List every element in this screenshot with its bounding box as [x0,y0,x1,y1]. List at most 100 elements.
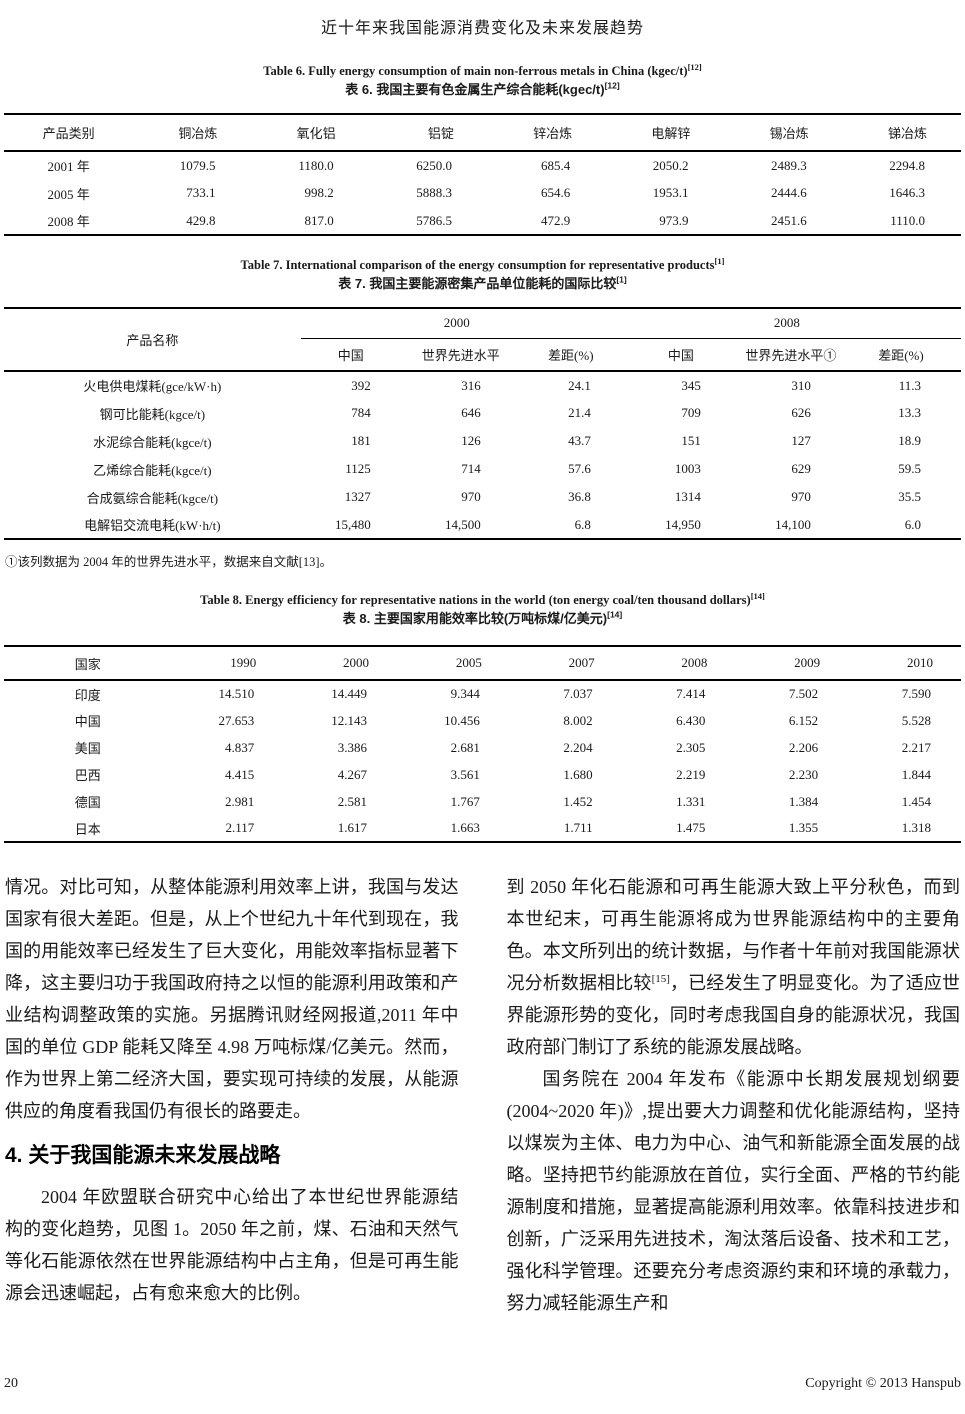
table-cell: 21.4 [568,405,591,420]
table-cell: 2.981 [225,793,255,809]
table-cell: 35.5 [898,489,921,504]
table-cell: 345 [681,377,701,393]
table-cell: 127 [791,433,811,448]
citation-superscript: [1] [616,274,627,285]
table-cell: 4.267 [337,766,368,782]
table-cell: 654.6 [540,185,571,200]
table-cell: 2.581 [337,793,368,809]
table-row: 印度 14.510 14.449 9.344 7.037 7.414 7.502 7.590 [4,680,961,707]
table-cell: 4.415 [225,766,255,782]
column-header: 锑冶炼 [842,114,961,152]
table-cell: 2.204 [563,739,593,755]
table-cell: 14.449 [331,686,368,701]
table-cell: 1646.3 [889,185,925,200]
column-header: 产品类别 [4,114,134,152]
table-cell: 43.7 [568,433,591,448]
citation-superscript: [12] [687,61,702,72]
table8-caption: Table 8. Energy efficiency for represent… [4,591,961,628]
table-cell: 181 [351,433,371,448]
page-number: 20 [4,1376,18,1391]
table-cell: 2.305 [676,739,706,755]
table-cell: 1.454 [901,793,931,809]
table-cell: 4.837 [225,739,255,755]
table-cell: 7.502 [788,686,819,701]
table-cell: 6.8 [574,516,591,532]
table6-caption-zh: 表 6. 我国主要有色金属生产综合能耗(kgec/t)[12] [4,80,961,99]
table-cell: 14,500 [445,516,481,532]
column-header: 中国 [630,338,741,372]
table8-header-row: 国家 1990 2000 2005 2007 2008 2009 2010 [4,646,961,681]
table-cell: 1.384 [788,793,819,809]
column-header: 2009 [735,646,849,681]
table-cell: 6.0 [904,516,921,532]
column-header: 氧化铝 [251,114,370,152]
table-cell: 36.8 [568,489,591,504]
paragraph: 2004 年欧盟联合研究中心给出了本世纪世界能源结构的变化趋势，见图 1。205… [5,1187,459,1303]
table7-footnote: ①该列数据为 2004 年的世界先进水平，数据来自文献[13]。 [5,555,333,569]
table6-caption: Table 6. Fully energy consumption of mai… [4,62,961,99]
table8-caption-en: Table 8. Energy efficiency for represent… [4,591,961,609]
table-cell: 151 [681,433,701,448]
table-cell: 15,480 [334,516,371,532]
table-cell: 1314 [674,489,701,504]
table-cell: 10.456 [444,712,480,728]
table-cell: 2001 年 [47,159,90,174]
column-header: 电解锌 [606,114,725,152]
table-cell: 18.9 [898,433,921,448]
table-cell: 392 [351,377,371,393]
table-row: 2001 年 1079.5 1180.0 6250.0 685.4 2050.2 2489.… [4,151,961,179]
table7-caption-en-text: Table 7. International comparison of the… [240,258,715,272]
table-cell: 973.9 [659,212,689,228]
table-cell: 2444.6 [770,185,807,200]
table8-caption-zh-text: 表 8. 主要国家用能效率比较(万吨标煤/亿美元) [342,611,608,626]
table-cell: 2.681 [450,739,480,755]
table-cell: 1.331 [676,793,706,809]
table-cell: 2050.2 [652,157,689,173]
table8-caption-zh: 表 8. 主要国家用能效率比较(万吨标煤/亿美元)[14] [4,609,961,628]
column-header: 1990 [171,646,285,681]
table-cell: 2294.8 [889,157,925,173]
column-header: 2008 [622,646,736,681]
paper-page: 近十年来我国能源消费变化及未来发展趋势 Table 6. Fully energ… [4,20,961,1313]
table-cell: 14,100 [775,516,811,532]
table-cell: 7.414 [676,686,706,701]
column-header: 中国 [300,338,411,372]
column-group-header-2000: 2000 [300,308,631,339]
table-cell: 2.206 [788,739,819,755]
table-cell: 1079.5 [179,157,216,173]
table-row: 钢可比能耗(kgce/t) 784 646 21.4 709 626 13.3 [4,399,961,427]
table-cell: 817.0 [304,212,334,228]
table-row: 2005 年 733.1 998.2 5888.3 654.6 1953.1 2444.6 1… [4,179,961,207]
table-row: 美国 4.837 3.386 2.681 2.204 2.305 2.206 2.217 [4,734,961,761]
table-cell: 1180.0 [298,157,334,173]
table-cell: 970 [461,489,481,504]
table-cell: 电解铝交流电耗(kW·h/t) [84,518,221,533]
table-cell: 14.510 [218,686,255,701]
table-cell: 5.528 [901,712,931,728]
paragraph: 情况。对比可知，从整体能源利用效率上讲，我国与发达国家有很大差距。但是，从上个世… [5,877,459,1121]
table-cell: 美国 [74,741,101,756]
table-row: 水泥综合能耗(kgce/t) 181 126 43.7 151 127 18.9 [4,427,961,455]
table-row: 巴西 4.415 4.267 3.561 1.680 2.219 2.230 1.844 [4,761,961,788]
table-row: 电解铝交流电耗(kW·h/t) 15,480 14,500 6.8 14,950 14,1… [4,511,961,539]
table7-caption-zh-text: 表 7. 我国主要能源密集产品单位能耗的国际比较 [338,276,617,291]
column-header: 铜冶炼 [133,114,252,152]
paragraph-text: 到 2050 年化石能源和可再生能源大致上平分秋色，而到本世纪末，可再生能源将成… [506,877,961,993]
table-cell: 11.3 [898,377,921,393]
column-header: 锌冶炼 [487,114,607,152]
table-cell: 5786.5 [416,212,452,228]
table-cell: 1.663 [450,820,480,835]
table6-header-row: 产品类别 铜冶炼 氧化铝 铝锭 锌冶炼 电解锌 锡冶炼 锑冶炼 [4,114,961,152]
table-cell: 合成氨综合能耗(kgce/t) [86,490,219,506]
column-header: 2005 [397,646,510,681]
section-heading: 4. 关于我国能源未来发展战略 [5,1144,281,1167]
table-cell: 9.344 [450,686,480,701]
table-cell: 2.219 [676,766,706,782]
column-header: 差距(%) [520,338,631,372]
table-row: 乙烯综合能耗(kgce/t) 1125 714 57.6 1003 629 59.5 [4,455,961,483]
table-cell: 1.452 [563,793,593,809]
column-header-product: 产品名称 [4,308,301,372]
table-cell: 629 [791,461,811,476]
table-cell: 1.475 [676,820,706,835]
table-row: 火电供电煤耗(gce/kW·h) 392 316 24.1 345 310 11.3 [4,371,961,399]
